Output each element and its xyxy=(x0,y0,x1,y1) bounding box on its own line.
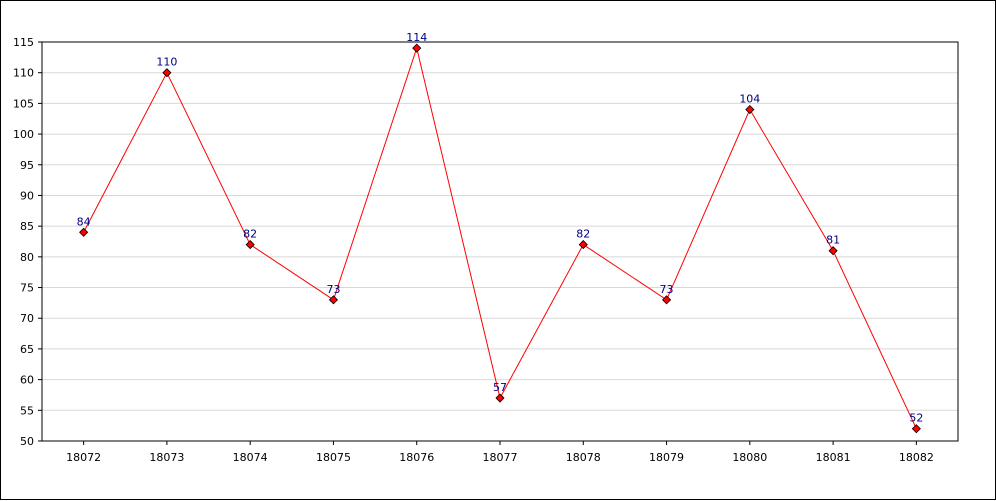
x-tick-label: 18075 xyxy=(316,451,351,464)
y-tick-label: 85 xyxy=(20,220,34,233)
y-tick-label: 75 xyxy=(20,282,34,295)
plot-area xyxy=(41,41,959,442)
x-tick-label: 18078 xyxy=(566,451,601,464)
x-tick-label: 18082 xyxy=(899,451,934,464)
data-point xyxy=(661,295,672,305)
data-label: 110 xyxy=(156,56,177,69)
data-label: 57 xyxy=(493,381,507,394)
series xyxy=(79,43,921,434)
data-label: 84 xyxy=(77,215,91,228)
data-point xyxy=(911,424,921,434)
x-tick-label: 18073 xyxy=(149,451,184,464)
y-tick-label: 80 xyxy=(20,251,34,264)
y-tick-label: 115 xyxy=(13,36,34,49)
y-tick-label: 70 xyxy=(20,312,34,325)
series-line xyxy=(83,46,917,429)
data-point xyxy=(328,295,339,305)
y-axis: 50 55 60 65 70 75 80 85 90 95 100 105 110 115 xyxy=(13,36,42,448)
y-tick-label: 65 xyxy=(20,343,34,356)
y-tick-label: 55 xyxy=(20,404,34,417)
y-tick-label: 110 xyxy=(13,67,34,80)
data-point xyxy=(245,240,255,250)
data-label: 82 xyxy=(576,228,590,241)
x-tick-label: 18077 xyxy=(483,451,518,464)
data-point xyxy=(578,240,588,250)
data-point xyxy=(162,68,172,78)
x-tick-label: 18079 xyxy=(649,451,684,464)
y-tick-label: 95 xyxy=(20,159,34,172)
data-point xyxy=(745,104,755,115)
x-tick-label: 18074 xyxy=(233,451,268,464)
y-tick-label: 60 xyxy=(20,374,34,387)
data-point xyxy=(828,246,838,256)
x-axis: 18072 18073 18074 18075 18076 18077 18078 18079… xyxy=(66,441,934,464)
x-tick-label: 18076 xyxy=(399,451,434,464)
data-point xyxy=(412,43,422,53)
y-tick-label: 90 xyxy=(20,189,34,202)
data-label: 52 xyxy=(909,412,923,425)
data-point xyxy=(79,227,89,237)
y-tick-label: 105 xyxy=(13,97,34,110)
data-label: 73 xyxy=(660,283,674,296)
x-tick-label: 18072 xyxy=(66,451,101,464)
x-tick-label: 18081 xyxy=(816,451,851,464)
data-label: 73 xyxy=(326,283,340,296)
grid xyxy=(42,72,958,411)
y-tick-label: 50 xyxy=(20,435,34,448)
data-label: 114 xyxy=(406,31,427,44)
data-point xyxy=(495,393,505,403)
data-labels: 84 110 82 73 114 57 82 73 104 81 52 xyxy=(77,31,924,425)
y-tick-label: 100 xyxy=(13,128,34,141)
data-label: 82 xyxy=(243,228,257,241)
x-tick-label: 18080 xyxy=(732,451,767,464)
data-label: 81 xyxy=(826,234,840,247)
data-label: 104 xyxy=(739,93,760,106)
